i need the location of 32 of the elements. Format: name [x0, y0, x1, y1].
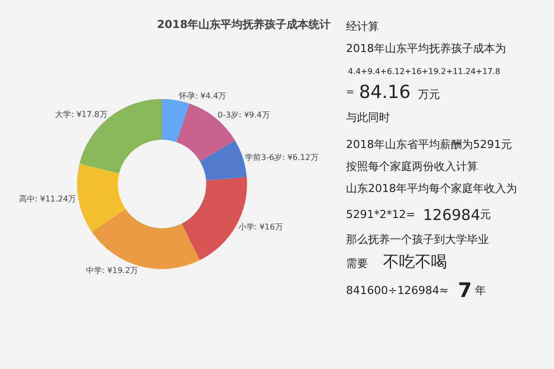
text: 2018年山东省平均薪酬为5291元 — [346, 138, 512, 151]
chart-title: 2018年山东平均抚养孩子成本统计 — [157, 18, 331, 31]
slice-label: 高中: ¥11.24万 — [18, 194, 76, 204]
text: 年 — [475, 284, 486, 297]
slice-label: 学前3-6岁: ¥6.12万 — [245, 152, 318, 162]
text: 5291*2*12= — [346, 208, 416, 221]
text: 84.16 — [359, 82, 411, 103]
slice-label: 怀孕: ¥4.4万 — [178, 91, 226, 100]
text: 不吃不喝 — [383, 252, 447, 271]
slice-label: 小学: ¥16万 — [238, 222, 283, 232]
donut-slice — [79, 99, 162, 174]
text: 按照每个家庭两份收入计算 — [346, 160, 478, 173]
text: 4.4+9.4+6.12+16+19.2+11.24+17.8 — [348, 67, 500, 76]
text: 万元 — [418, 88, 440, 101]
text: 841600÷126984≈ — [346, 284, 448, 297]
text: 需要 — [346, 257, 368, 270]
slice-label: 大学: ¥17.8万 — [55, 110, 108, 119]
donut-slice — [162, 99, 190, 142]
text: 那么抚养一个孩子到大学毕业 — [346, 233, 489, 246]
text: 126984 — [423, 206, 480, 224]
text: 元 — [480, 208, 491, 221]
text: 2018年山东平均抚养孩子成本为 — [346, 42, 506, 55]
donut-slice — [77, 164, 126, 232]
donut-slice — [200, 140, 247, 180]
slice-label: 中学: ¥19.2万 — [86, 266, 138, 275]
text: 山东2018年平均每个家庭年收入为 — [346, 182, 517, 195]
slice-label: 0-3岁: ¥9.4万 — [218, 110, 270, 120]
text: = — [346, 87, 354, 98]
text: 7 — [458, 278, 472, 302]
text: 经计算 — [346, 20, 379, 33]
text: 与此同时 — [346, 111, 390, 124]
donut-slice — [182, 176, 247, 260]
